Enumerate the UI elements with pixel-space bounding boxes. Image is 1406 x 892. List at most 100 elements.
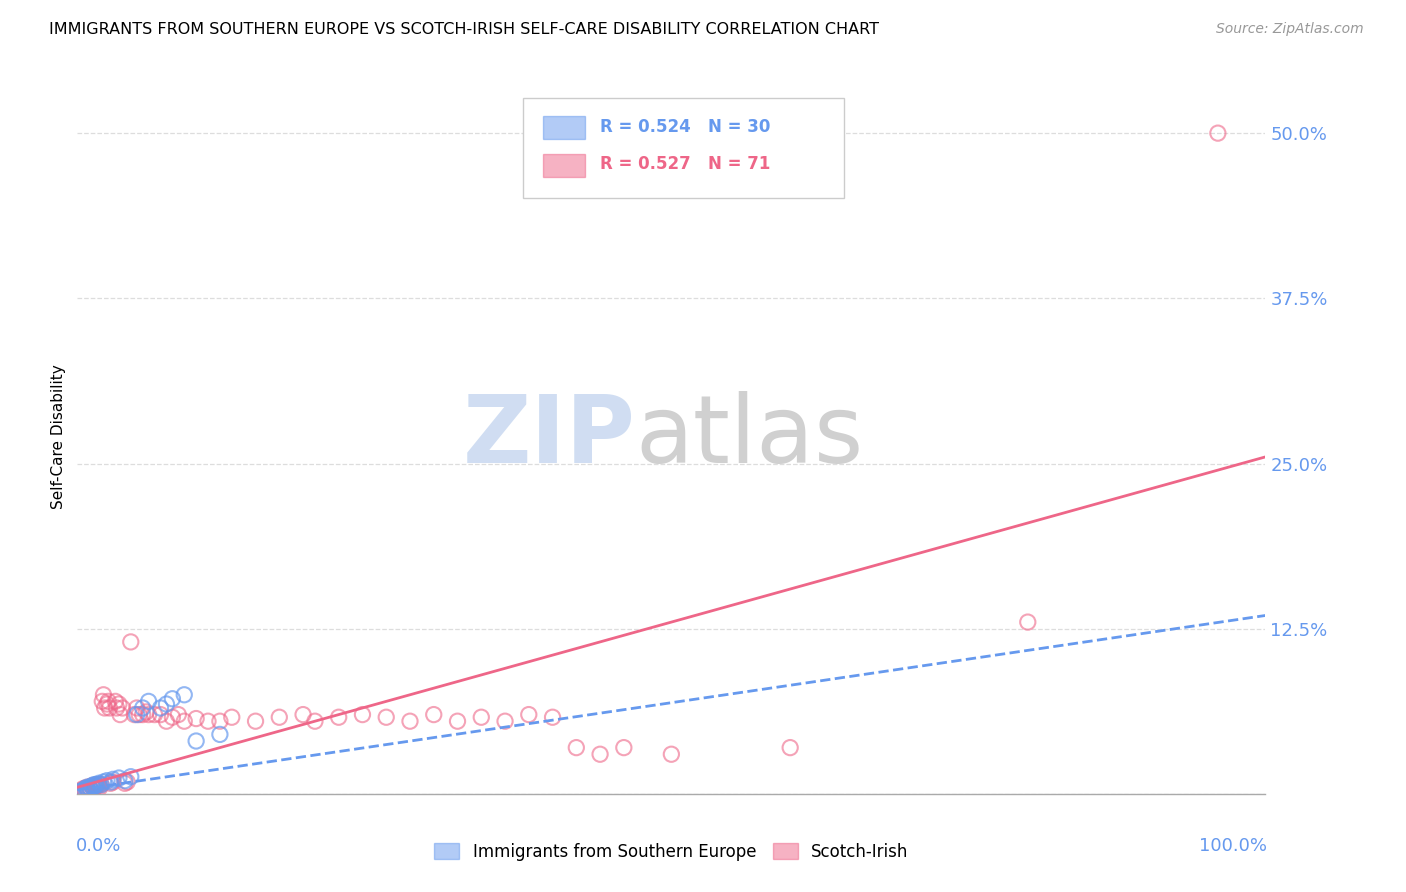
Point	[108, 697, 131, 711]
Point	[221, 710, 243, 724]
Point	[143, 707, 166, 722]
Point	[167, 707, 190, 722]
Point	[108, 771, 131, 785]
Point	[72, 783, 94, 797]
Point	[80, 779, 103, 793]
Point	[494, 714, 516, 729]
Point	[1017, 615, 1039, 629]
Point	[108, 707, 131, 722]
Point	[79, 781, 101, 796]
Point	[96, 773, 118, 788]
Point	[186, 734, 208, 748]
Point	[517, 707, 540, 722]
Text: atlas: atlas	[636, 391, 863, 483]
Point	[82, 780, 104, 795]
Point	[120, 770, 142, 784]
Point	[446, 714, 468, 729]
Point	[162, 710, 184, 724]
Point	[661, 747, 683, 762]
Point	[77, 780, 100, 795]
Point	[131, 701, 153, 715]
Bar	[543, 153, 585, 177]
Point	[91, 694, 114, 708]
Point	[87, 778, 110, 792]
Point	[84, 780, 107, 795]
Point	[76, 780, 98, 795]
Point	[423, 707, 446, 722]
Point	[93, 688, 115, 702]
Point	[375, 710, 398, 724]
FancyBboxPatch shape	[523, 98, 844, 198]
Point	[155, 714, 177, 729]
Point	[120, 635, 142, 649]
Point	[1206, 126, 1229, 140]
Point	[101, 775, 124, 789]
Point	[114, 776, 136, 790]
Point	[162, 691, 184, 706]
Point	[70, 784, 93, 798]
Point	[779, 740, 801, 755]
Point	[197, 714, 219, 729]
Point	[90, 778, 112, 792]
Point	[90, 778, 112, 792]
Point	[77, 783, 100, 797]
Point	[98, 701, 121, 715]
Text: R = 0.527   N = 71: R = 0.527 N = 71	[600, 155, 770, 173]
Point	[89, 780, 111, 795]
Point	[186, 712, 208, 726]
Point	[104, 694, 127, 708]
Point	[86, 778, 108, 792]
Point	[208, 714, 231, 729]
Point	[138, 694, 160, 708]
Point	[135, 705, 157, 719]
Point	[304, 714, 326, 729]
Point	[93, 775, 115, 789]
Point	[70, 783, 93, 797]
Point	[80, 779, 103, 793]
Point	[86, 778, 108, 792]
Point	[84, 779, 107, 793]
Text: 0.0%: 0.0%	[76, 837, 121, 855]
Point	[77, 783, 100, 797]
Point	[100, 776, 122, 790]
Y-axis label: Self-Care Disability: Self-Care Disability	[51, 365, 66, 509]
Point	[96, 697, 118, 711]
Point	[149, 701, 172, 715]
Point	[292, 707, 315, 722]
Point	[100, 775, 122, 789]
Point	[124, 707, 146, 722]
Point	[76, 780, 98, 795]
Point	[97, 694, 120, 708]
Point	[613, 740, 636, 755]
Point	[70, 784, 93, 798]
Bar	[543, 116, 585, 139]
Point	[138, 707, 160, 722]
Text: 100.0%: 100.0%	[1198, 837, 1267, 855]
Point	[83, 778, 105, 792]
Text: ZIP: ZIP	[463, 391, 636, 483]
Point	[77, 780, 100, 795]
Point	[101, 772, 124, 787]
Point	[75, 781, 97, 796]
Point	[93, 701, 115, 715]
Point	[131, 707, 153, 722]
Point	[470, 710, 492, 724]
Point	[541, 710, 564, 724]
Point	[208, 727, 231, 741]
Point	[125, 701, 148, 715]
Point	[155, 697, 177, 711]
Point	[565, 740, 588, 755]
Point	[86, 779, 108, 793]
Point	[72, 781, 94, 796]
Point	[399, 714, 422, 729]
Point	[115, 775, 138, 789]
Point	[269, 710, 291, 724]
Point	[111, 701, 134, 715]
Point	[589, 747, 612, 762]
Point	[173, 714, 195, 729]
Legend: Immigrants from Southern Europe, Scotch-Irish: Immigrants from Southern Europe, Scotch-…	[427, 837, 915, 868]
Point	[82, 780, 104, 795]
Point	[87, 776, 110, 790]
Point	[83, 779, 105, 793]
Text: Source: ZipAtlas.com: Source: ZipAtlas.com	[1216, 22, 1364, 37]
